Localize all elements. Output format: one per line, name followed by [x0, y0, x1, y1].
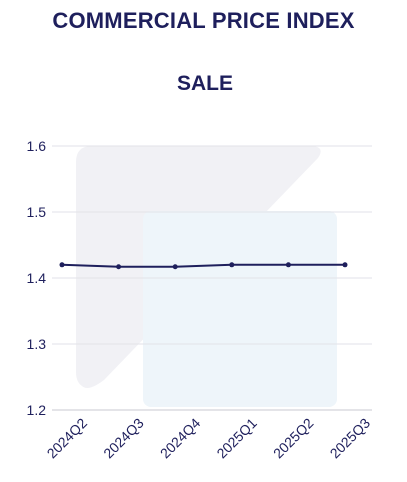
- watermark-logo: [76, 146, 337, 407]
- x-tick-label: 2024Q2: [44, 415, 91, 462]
- y-tick-label: 1.6: [27, 138, 47, 154]
- y-tick-label: 1.5: [27, 204, 47, 220]
- x-tick-label: 2024Q4: [157, 415, 204, 462]
- x-tick-label: 2025Q3: [327, 415, 374, 462]
- x-tick-label: 2025Q1: [213, 415, 260, 462]
- y-tick-label: 1.4: [27, 270, 47, 286]
- watermark-shape-right: [143, 211, 337, 407]
- data-point[interactable]: [285, 262, 291, 268]
- x-tick-label: 2025Q2: [270, 415, 317, 462]
- page-title: COMMERCIAL PRICE INDEX: [52, 8, 355, 33]
- x-tick-label: 2024Q3: [100, 415, 147, 462]
- data-point[interactable]: [172, 264, 178, 270]
- y-tick-label: 1.3: [27, 336, 47, 352]
- data-point[interactable]: [59, 262, 65, 268]
- chart-title: SALE: [176, 72, 233, 95]
- series-line: [61, 263, 345, 268]
- data-point[interactable]: [116, 264, 122, 270]
- data-point[interactable]: [229, 262, 235, 268]
- data-point[interactable]: [342, 262, 348, 268]
- y-tick-label: 1.2: [27, 402, 47, 418]
